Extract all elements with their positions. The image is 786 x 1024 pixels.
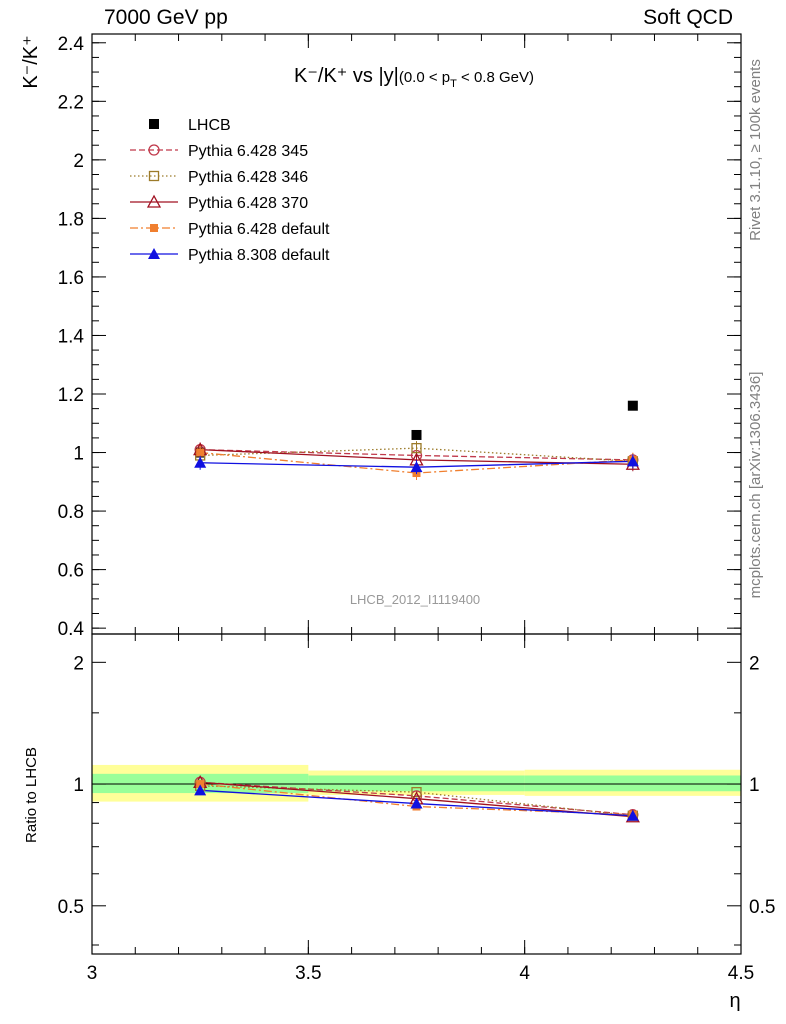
analysis-label: LHCB_2012_I1119400	[350, 592, 480, 607]
y-tick-label-main: 0.8	[58, 502, 84, 523]
legend-marker	[148, 144, 160, 156]
ratio-point-pythia-8-308-default	[410, 797, 423, 809]
y-tick-label-main: 2.4	[58, 34, 85, 55]
rivet-version-label: Rivet 3.1.10, ≥ 100k events	[747, 59, 764, 241]
legend-marker	[146, 194, 162, 208]
legend-item-pythia-8-308-default: Pythia 8.308 default	[130, 247, 330, 264]
y-tick-label-ratio-right: 0.5	[749, 897, 775, 918]
y-tick-label-main: 1.6	[58, 268, 84, 289]
legend-item-pythia-6-428-370: Pythia 6.428 370	[130, 194, 308, 212]
x-tick-label: 4.5	[728, 963, 754, 984]
y-tick-label-main: 0.6	[58, 561, 84, 582]
ratio-line-pythia-6-428-345	[200, 781, 633, 816]
ratio-plot-frame	[91, 633, 742, 955]
point-pythia-8-308-default	[626, 455, 639, 467]
legend-label: Pythia 8.308 default	[188, 247, 330, 264]
header-category-label: Soft QCD	[643, 6, 733, 29]
y-tick-label-main: 2.2	[58, 92, 84, 113]
x-tick-label: 3.5	[295, 963, 321, 984]
y-tick-label-ratio-right: 2	[749, 653, 760, 674]
y-axis-label-main: K⁻/K⁺	[20, 35, 42, 88]
legend-marker	[149, 119, 159, 129]
point-pythia-6-428-default	[196, 448, 205, 457]
legend-marker	[148, 170, 160, 182]
legend-label: Pythia 6.428 345	[188, 143, 308, 160]
x-axis-label: η	[729, 990, 740, 1012]
legend-marker	[148, 248, 160, 259]
legend-label: Pythia 6.428 346	[188, 169, 308, 186]
point-pythia-8-308-default	[410, 461, 423, 473]
legend-item-pythia-6-428-345: Pythia 6.428 345	[130, 143, 308, 160]
x-tick-label: 3	[87, 963, 98, 984]
legend-label: LHCB	[188, 117, 231, 134]
point-lhcb	[411, 429, 422, 440]
legend-item-pythia-6-428-346: Pythia 6.428 346	[130, 169, 308, 186]
point-pythia-8-308-default	[194, 456, 207, 468]
y-tick-label-main: 1.4	[58, 326, 85, 347]
y-tick-label-ratio: 1	[73, 775, 84, 796]
ratio-point-pythia-6-428-default	[196, 780, 205, 789]
y-tick-label-ratio: 2	[73, 653, 84, 674]
y-axis-label-ratio: Ratio to LHCB	[23, 747, 40, 843]
legend-item-pythia-6-428-default: Pythia 6.428 default	[130, 221, 330, 238]
header-collision-label: 7000 GeV pp	[104, 6, 228, 29]
ratio-band-green	[524, 775, 741, 792]
ratio-point-pythia-8-308-default	[626, 809, 639, 821]
mcplots-label: mcplots.cern.ch [arXiv:1306.3436]	[747, 372, 764, 599]
y-tick-label-ratio-right: 1	[749, 775, 760, 796]
legend-item-lhcb: LHCB	[149, 117, 231, 134]
ratio-point-pythia-6-428-346	[411, 786, 422, 798]
y-tick-label-main: 1.8	[58, 209, 84, 230]
y-tick-label-ratio: 0.5	[58, 897, 84, 918]
x-tick-label: 4	[519, 963, 530, 984]
chart-title: K⁻/K⁺ vs |y|(0.0 < pT < 0.8 GeV)	[294, 65, 534, 90]
point-lhcb	[627, 400, 638, 411]
y-tick-label-main: 1	[73, 444, 84, 465]
y-tick-label-main: 2	[73, 151, 84, 172]
ratio-point-pythia-8-308-default	[194, 784, 207, 796]
ratio-band-green	[308, 775, 525, 792]
legend-label: Pythia 6.428 370	[188, 195, 308, 212]
y-tick-label-main: 1.2	[58, 385, 84, 406]
legend-label: Pythia 6.428 default	[188, 221, 330, 238]
y-tick-label-main: 0.4	[58, 619, 85, 640]
legend-marker	[150, 224, 158, 232]
